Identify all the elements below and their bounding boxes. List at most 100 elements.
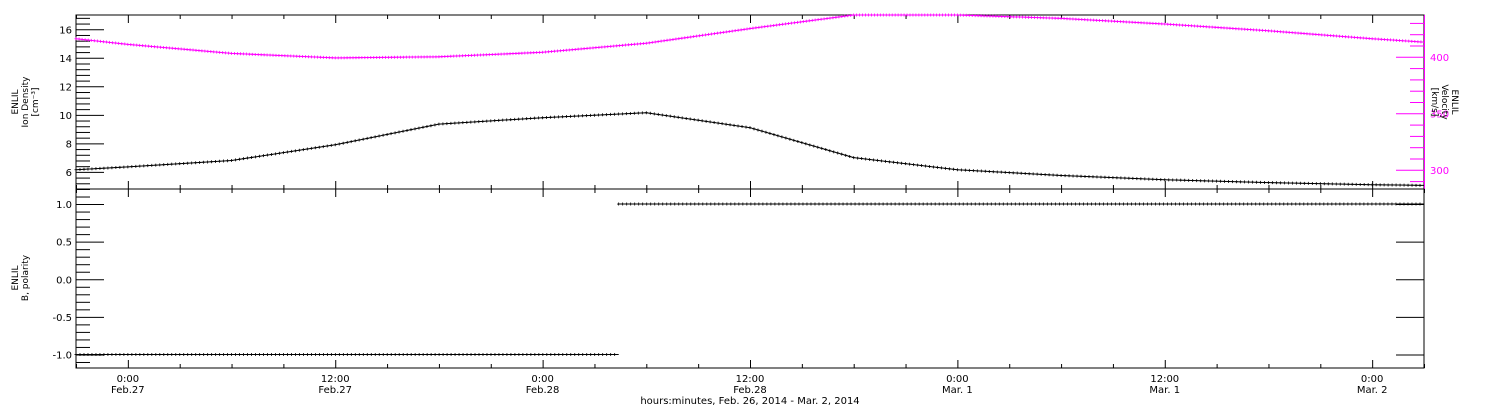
series-marker [709, 202, 713, 206]
series-marker [469, 120, 473, 124]
series-marker [1210, 202, 1214, 206]
series-marker [98, 352, 102, 356]
series-marker [233, 52, 237, 56]
series-marker [1218, 202, 1222, 206]
series-marker [1398, 39, 1402, 43]
series-marker [1330, 182, 1334, 186]
series-marker [692, 35, 696, 39]
series-marker [1358, 202, 1362, 206]
series-marker [1207, 25, 1211, 29]
series-marker [230, 352, 234, 356]
series-marker [489, 352, 493, 356]
series-marker [1258, 202, 1262, 206]
series-marker [1198, 24, 1202, 28]
series-marker [925, 202, 929, 206]
series-marker [369, 352, 373, 356]
series-marker [1382, 202, 1386, 206]
series-marker [129, 43, 133, 47]
series-marker [801, 20, 805, 24]
series-marker [995, 170, 999, 174]
series-marker [612, 44, 616, 48]
series-marker [138, 164, 142, 168]
series-marker [576, 47, 580, 51]
series-marker [1162, 202, 1166, 206]
series-marker [1081, 202, 1085, 206]
series-marker [118, 165, 122, 169]
series-marker [988, 14, 992, 18]
series-marker [741, 202, 745, 206]
series-marker [1043, 173, 1047, 177]
series-marker [301, 352, 305, 356]
series-marker [182, 47, 186, 51]
series-marker [896, 161, 900, 165]
series-marker [1395, 38, 1399, 42]
series-marker [816, 18, 820, 22]
series-marker [788, 137, 792, 141]
series-marker [1178, 23, 1182, 27]
x-axis-labels: 0:00Feb.2712:00Feb.270:00Feb.2812:00Feb.… [111, 374, 1387, 396]
series-marker [1199, 179, 1203, 183]
series-marker [318, 55, 322, 59]
series-marker [908, 162, 912, 166]
series-marker [375, 55, 379, 59]
series-marker [629, 202, 633, 206]
series-marker [1083, 18, 1087, 22]
series-marker [437, 55, 441, 59]
series-marker [309, 146, 313, 150]
series-marker [672, 115, 676, 119]
series-marker [983, 169, 987, 173]
series-marker [588, 113, 592, 117]
series-marker [1234, 27, 1238, 31]
y-axis-title-line: ENLIL [1449, 89, 1459, 114]
series-marker [445, 122, 449, 126]
series-marker [310, 55, 314, 59]
series-marker [1262, 180, 1266, 184]
series-marker [669, 202, 673, 206]
series-marker [431, 55, 435, 59]
series-marker [552, 49, 556, 53]
series-marker [952, 13, 956, 17]
series-marker [153, 45, 157, 49]
series-marker [174, 352, 178, 356]
series-marker [469, 352, 473, 356]
series-marker [381, 133, 385, 137]
series-marker [365, 352, 369, 356]
series-marker [550, 50, 554, 54]
series-marker [167, 46, 171, 50]
series-marker [381, 352, 385, 356]
series-marker [259, 53, 263, 57]
series-marker [457, 352, 461, 356]
series-marker [92, 39, 96, 43]
series-marker [597, 45, 601, 49]
series-marker [680, 36, 684, 40]
series-marker [441, 352, 445, 356]
plot-frame [75, 188, 1425, 369]
series-marker [1159, 178, 1163, 182]
series-marker [553, 115, 557, 119]
series-marker [1095, 18, 1099, 22]
series-marker [613, 352, 617, 356]
series-marker [467, 54, 471, 58]
series-marker [329, 143, 333, 147]
series-marker [1130, 20, 1134, 24]
series-marker [825, 202, 829, 206]
series-marker [496, 52, 500, 56]
series-marker [1092, 18, 1096, 22]
series-marker [754, 26, 758, 30]
y-tick-label: 12 [59, 82, 72, 93]
series-marker [1227, 179, 1231, 183]
series-marker [888, 160, 892, 164]
series-marker [647, 41, 651, 45]
series-marker [173, 47, 177, 51]
series-marker [812, 144, 816, 148]
series-marker [1050, 16, 1054, 20]
series-marker [293, 149, 297, 153]
series-marker [170, 46, 174, 50]
series-marker [1278, 202, 1282, 206]
series-marker [905, 202, 909, 206]
series-marker [917, 202, 921, 206]
series-marker [218, 159, 222, 163]
series-marker [810, 18, 814, 22]
series-marker [848, 154, 852, 158]
series-marker [461, 352, 465, 356]
